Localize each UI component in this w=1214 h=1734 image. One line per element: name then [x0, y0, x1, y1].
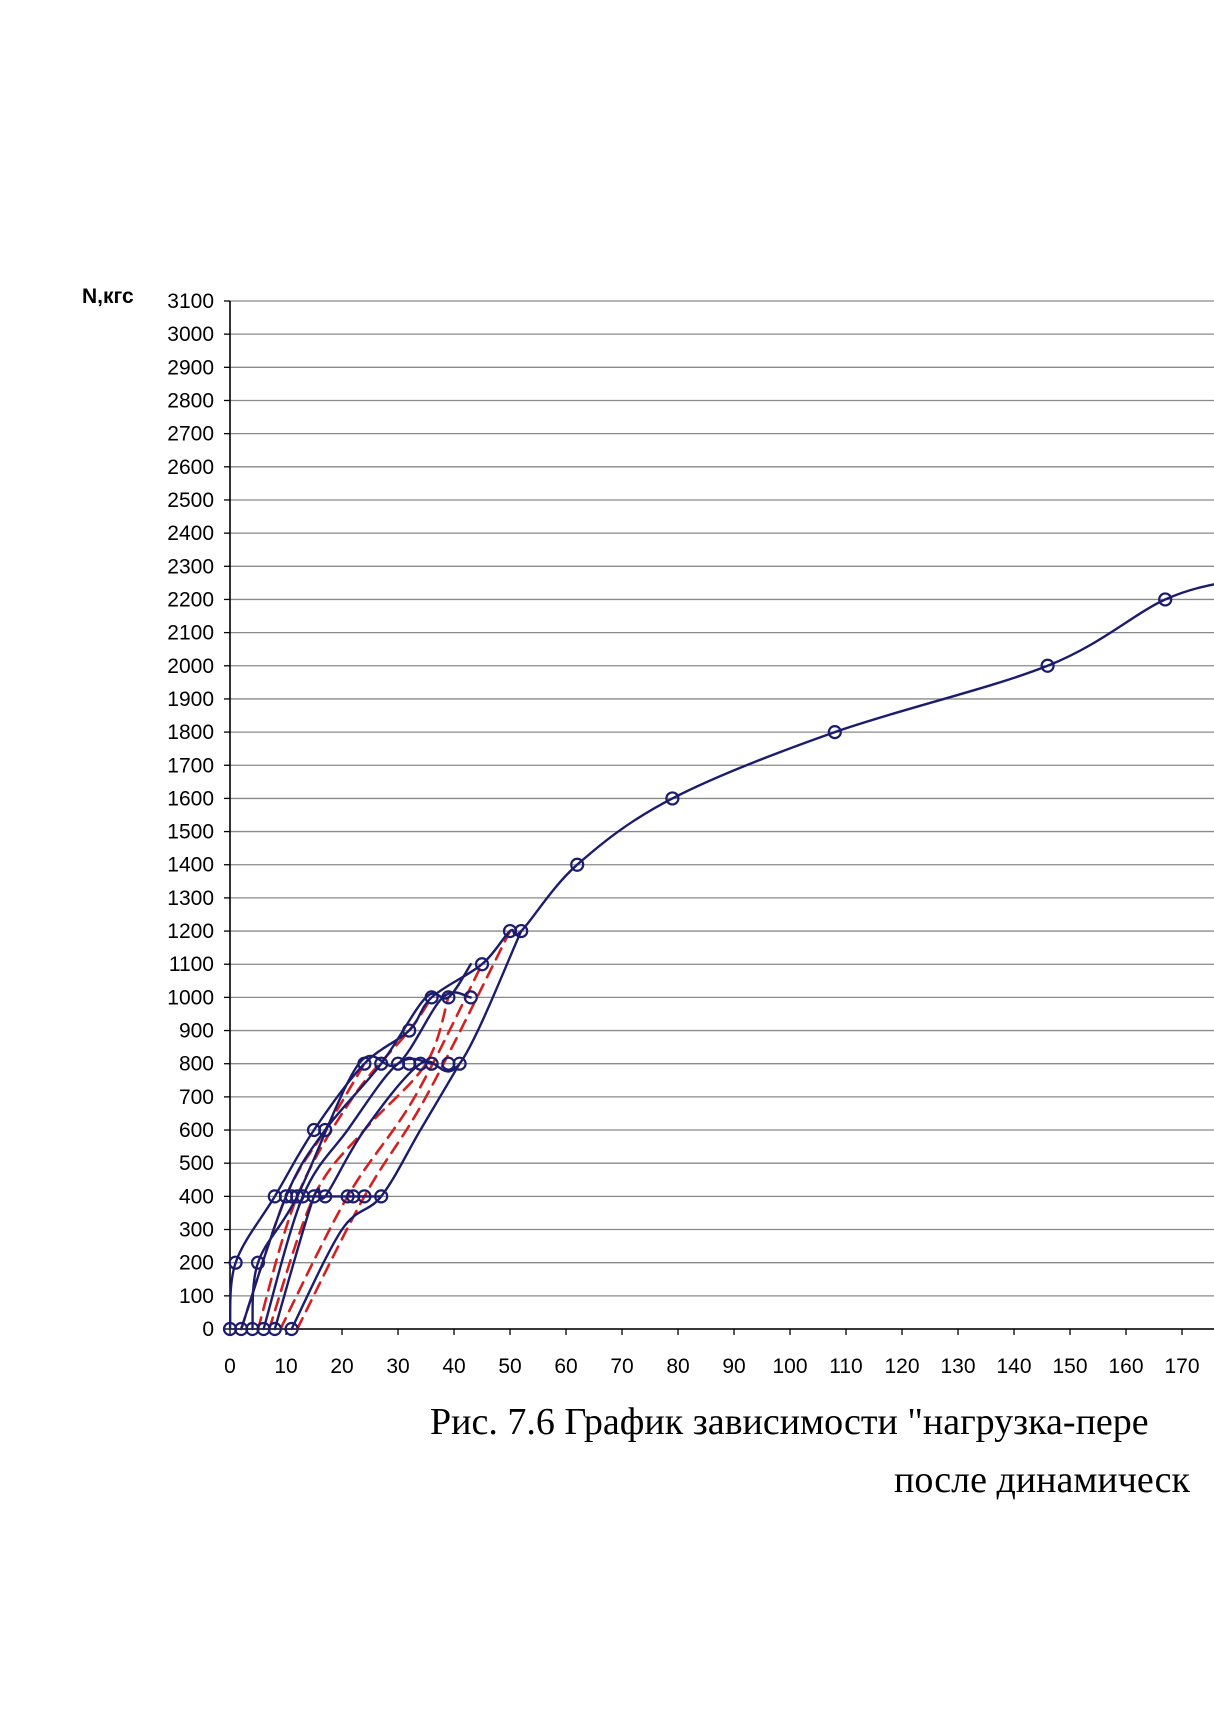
data-point-marker — [318, 1122, 333, 1138]
data-point-marker — [424, 1056, 439, 1071]
data-point-marker — [402, 1023, 417, 1038]
data-point-marker — [1040, 658, 1055, 673]
y-tick-label: 2100 — [167, 622, 214, 645]
figure-caption-line2: после динамическ — [894, 1459, 1190, 1501]
x-tick-label: 80 — [666, 1355, 689, 1378]
y-tick-label: 600 — [179, 1119, 214, 1142]
x-tick-label: 40 — [442, 1355, 465, 1378]
y-tick-label: 800 — [179, 1053, 214, 1076]
y-tick-label: 3000 — [167, 323, 214, 346]
y-tick-label: 3100 — [167, 290, 214, 313]
x-tick-label: 30 — [386, 1355, 409, 1378]
data-point-marker — [665, 791, 680, 806]
y-tick-label: 700 — [179, 1086, 214, 1109]
x-tick-label: 130 — [940, 1355, 975, 1378]
y-tick-label: 2800 — [167, 389, 214, 412]
data-point-marker — [228, 1255, 243, 1270]
y-tick-label: 2400 — [167, 522, 214, 545]
y-tick-label: 2300 — [167, 555, 214, 578]
y-tick-label: 500 — [179, 1152, 214, 1175]
y-tick-label: 1600 — [167, 787, 214, 810]
y-tick-label: 2700 — [167, 423, 214, 446]
data-point-marker — [290, 1189, 305, 1204]
y-tick-label: 0 — [202, 1318, 214, 1341]
data-point-marker — [357, 1056, 372, 1071]
data-markers — [222, 592, 1173, 1337]
y-tick-label: 900 — [179, 1020, 214, 1043]
data-point-marker — [284, 1321, 299, 1337]
y-tick-label: 1000 — [167, 986, 214, 1009]
solid-series-line — [240, 963, 472, 1331]
x-tick-label: 20 — [330, 1355, 353, 1378]
x-tick-label: 120 — [884, 1355, 919, 1378]
y-tick-label: 200 — [179, 1252, 214, 1275]
solid-series-line — [273, 929, 523, 1331]
data-point-marker — [357, 1189, 372, 1204]
dashed-series-line — [295, 929, 512, 1331]
y-tick-label: 2000 — [167, 655, 214, 678]
x-tick-label: 0 — [224, 1355, 236, 1378]
y-tick-label: 2200 — [167, 588, 214, 611]
y-tick-label: 300 — [179, 1219, 214, 1242]
grid-lines — [230, 300, 1214, 1330]
data-point-marker — [827, 724, 842, 740]
y-tick-label: 1900 — [167, 688, 214, 711]
y-tick-label: 2600 — [167, 456, 214, 479]
x-tick-label: 170 — [1164, 1355, 1199, 1378]
y-tick-label: 1800 — [167, 721, 214, 744]
x-tick-label: 110 — [829, 1355, 862, 1378]
solid-series-line — [228, 583, 1214, 1331]
data-point-marker — [267, 1321, 282, 1337]
x-tick-label: 150 — [1052, 1355, 1087, 1378]
x-tick-label: 160 — [1108, 1355, 1143, 1378]
y-tick-label: 1500 — [167, 821, 214, 844]
x-tick-label: 140 — [996, 1355, 1031, 1378]
x-tick-label: 50 — [498, 1355, 521, 1378]
data-point-marker — [340, 1189, 355, 1204]
y-tick-label: 1400 — [167, 854, 214, 877]
data-point-marker — [374, 1189, 389, 1204]
y-tick-label: 1700 — [167, 754, 214, 777]
x-tick-labels: 0 10 20 30 40 50 60 70 80 90 100 110 120 130 140 150 160… — [224, 1355, 1199, 1378]
y-tick-labels: 0 100 200 300 400 500 600 700 800 900 1000 1100 1200… — [167, 290, 214, 1341]
y-tick-label: 2500 — [167, 489, 214, 512]
y-axis-label: N,кгс — [82, 285, 134, 308]
data-point-marker — [424, 990, 439, 1005]
y-tick-label: 2900 — [167, 356, 214, 379]
solid-series-line — [251, 991, 472, 1331]
data-point-marker — [250, 1255, 266, 1270]
x-tick-label: 70 — [610, 1355, 633, 1378]
x-tick-label: 10 — [274, 1355, 297, 1378]
figure-caption-line1: Рис. 7.6 График зависимости "нагрузка-пе… — [430, 1401, 1149, 1443]
data-point-marker — [514, 923, 529, 939]
data-point-marker — [318, 1189, 333, 1204]
dashed-series-line — [279, 962, 484, 1331]
series-lines — [228, 583, 1214, 1331]
x-tick-label: 60 — [554, 1355, 577, 1378]
y-tick-label: 400 — [179, 1185, 214, 1208]
y-tick-label: 1200 — [167, 920, 214, 943]
x-tick-label: 90 — [722, 1355, 745, 1378]
data-point-marker — [474, 957, 490, 972]
y-tick-label: 1100 — [169, 953, 214, 976]
y-tick-label: 100 — [179, 1285, 214, 1308]
axes — [224, 300, 1214, 1335]
y-tick-label: 1300 — [167, 887, 214, 910]
data-point-marker — [463, 990, 478, 1005]
data-point-marker — [570, 857, 585, 872]
data-point-marker — [374, 1056, 389, 1071]
data-point-marker — [1158, 592, 1173, 607]
x-tick-label: 100 — [772, 1355, 807, 1378]
data-point-marker — [452, 1056, 467, 1071]
data-point-marker — [441, 990, 456, 1005]
